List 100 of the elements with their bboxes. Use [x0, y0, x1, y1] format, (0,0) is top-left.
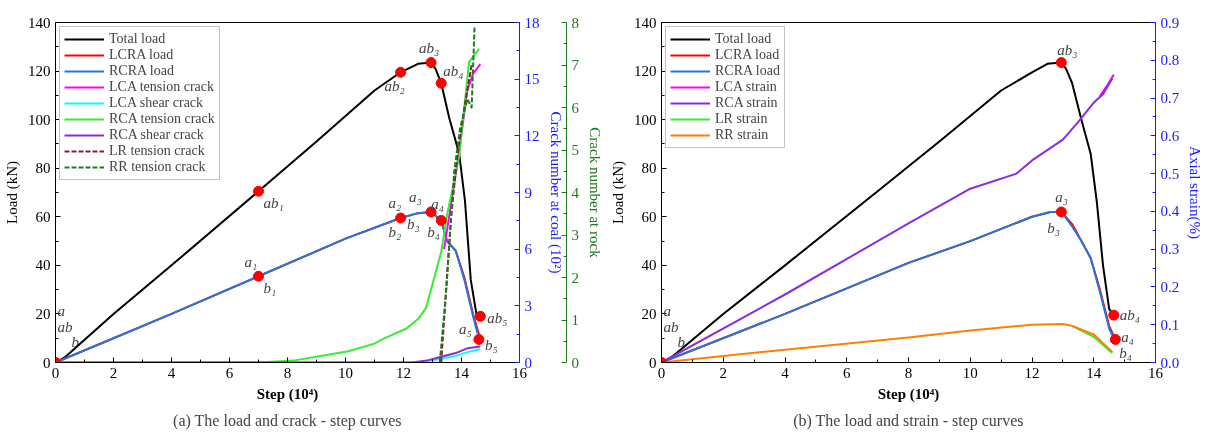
y-tick-label: 120 [28, 63, 51, 80]
annotation: b₁ [263, 280, 277, 297]
annotation: b₃ [1047, 219, 1061, 236]
y-tick-label: 60 [641, 208, 657, 225]
legend-label: LCRA load [109, 47, 174, 63]
legend-label: RCA shear crack [109, 127, 204, 143]
legend-label: LCA strain [715, 79, 777, 95]
annotation: a [57, 302, 65, 319]
y2-tick-label: 0.9 [1160, 14, 1180, 31]
legend-label: RCA strain [715, 95, 778, 111]
x-axis-title: Step (10⁴) [256, 385, 319, 403]
y3-tick-label: 2 [571, 269, 579, 286]
y-tick-label: 40 [35, 257, 51, 274]
annotation: b₄ [1119, 345, 1133, 362]
annotation: b [71, 333, 80, 350]
x-tick-label: 6 [225, 364, 234, 381]
y-tick-label: 140 [634, 14, 657, 31]
x-tick-label: 8 [904, 364, 913, 381]
annotation: ab₅ [487, 310, 508, 327]
x-tick-label: 10 [962, 364, 978, 381]
legend-label: RCA tension crack [109, 111, 215, 127]
x-axis-title: Step (10⁴) [877, 385, 940, 403]
y2-tick-label: 0.1 [1160, 316, 1180, 333]
y2-tick-label: 12 [524, 127, 540, 144]
x-tick-label: 14 [454, 364, 470, 381]
y2-tick-label: 3 [524, 297, 532, 314]
annotation: b₅ [484, 337, 498, 354]
y3-tick-label: 6 [571, 99, 580, 116]
x-tick-label: 2 [719, 364, 727, 381]
annotation: b [677, 333, 686, 350]
annotation: ab₄ [443, 63, 464, 80]
y2-tick-label: 18 [524, 14, 540, 31]
annotation: a₅ [458, 321, 472, 338]
legend-label: LR strain [715, 111, 768, 127]
x-tick-label: 14 [1086, 364, 1102, 381]
y3-tick-label: 5 [571, 142, 579, 158]
annotation: ab₃ [419, 39, 440, 56]
annotation: ab [57, 318, 73, 335]
annotation: b₄ [427, 224, 440, 241]
y2-axis-title: Axial strain(%) [1186, 146, 1204, 239]
y3-tick-label: 7 [571, 57, 580, 73]
y-tick-label: 40 [641, 257, 657, 274]
y3-tick-label: 3 [571, 227, 579, 243]
legend-label: RR tension crack [109, 159, 206, 175]
x-tick-label: 10 [338, 364, 353, 381]
annotation: ab₂ [384, 78, 405, 95]
y-tick-label: 60 [35, 208, 51, 225]
annotation: b₃ [407, 215, 420, 232]
y2-tick-label: 0.6 [1160, 127, 1180, 144]
legend-label: LCA tension crack [109, 79, 214, 95]
legend-label: LCRA load [715, 47, 780, 63]
annotation: ab₃ [1057, 41, 1078, 58]
y-tick-label: 80 [35, 160, 51, 177]
y2-axis-title: Crack number at coal (10²) [546, 111, 564, 274]
y-tick-label: 80 [641, 160, 657, 177]
y-tick-label: 140 [28, 14, 51, 31]
legend-label: RCRA load [715, 63, 780, 79]
x-tick-label: 12 [1024, 364, 1040, 381]
y2-tick-label: 6 [524, 241, 533, 258]
y2-tick-label: 9 [524, 184, 532, 201]
y-tick-label: 120 [634, 63, 657, 80]
annotation: ab [663, 318, 679, 335]
x-tick-label: 4 [167, 364, 176, 381]
annotation: a₄ [1121, 329, 1135, 346]
legend-label: RCRA load [109, 63, 174, 79]
annotation: a₄ [431, 196, 444, 213]
y2-tick-label: 15 [524, 71, 540, 88]
y3-axis-title: Crack number at rock [587, 127, 603, 259]
y3-tick-label: 4 [571, 184, 580, 201]
legend-label: LR tension crack [109, 143, 205, 159]
x-tick-label: 8 [283, 364, 292, 381]
y3-tick-label: 1 [571, 312, 579, 328]
y2-tick-label: 0.2 [1160, 278, 1180, 295]
legend-label: Total load [109, 31, 166, 47]
y2-tick-label: 0.3 [1160, 241, 1180, 258]
annotation: b₂ [388, 224, 402, 240]
y2-tick-label: 0.7 [1160, 90, 1180, 107]
x-tick-label: 6 [843, 364, 851, 381]
y-axis-title: Load (kN) [610, 161, 627, 224]
y2-tick-label: 0.5 [1160, 165, 1180, 182]
annotation: a₁ [244, 254, 258, 271]
annotation: a₃ [1055, 188, 1069, 205]
y2-tick-label: 0.4 [1160, 203, 1180, 220]
annotation: a₃ [409, 188, 422, 205]
y3-tick-label: 8 [571, 14, 579, 31]
y2-tick-label: 0.8 [1160, 52, 1180, 69]
x-tick-label: 2 [109, 364, 118, 381]
legend-label: LCA shear crack [109, 95, 204, 111]
x-tick-label: 4 [781, 364, 790, 381]
annotation: a [663, 302, 671, 319]
y-tick-label: 100 [28, 111, 51, 128]
legend-label: RR strain [715, 127, 769, 143]
text: (b) The load and strain - step curves [793, 411, 1024, 430]
x-tick-label: 12 [396, 364, 411, 381]
text: (a) The load and crack - step curves [173, 411, 402, 430]
annotation: ab₁ [263, 195, 284, 212]
y-axis-title: Load (kN) [4, 161, 21, 224]
y-tick-label: 100 [634, 111, 657, 128]
annotation: ab₄ [1119, 307, 1141, 324]
annotation: a₂ [388, 195, 402, 211]
